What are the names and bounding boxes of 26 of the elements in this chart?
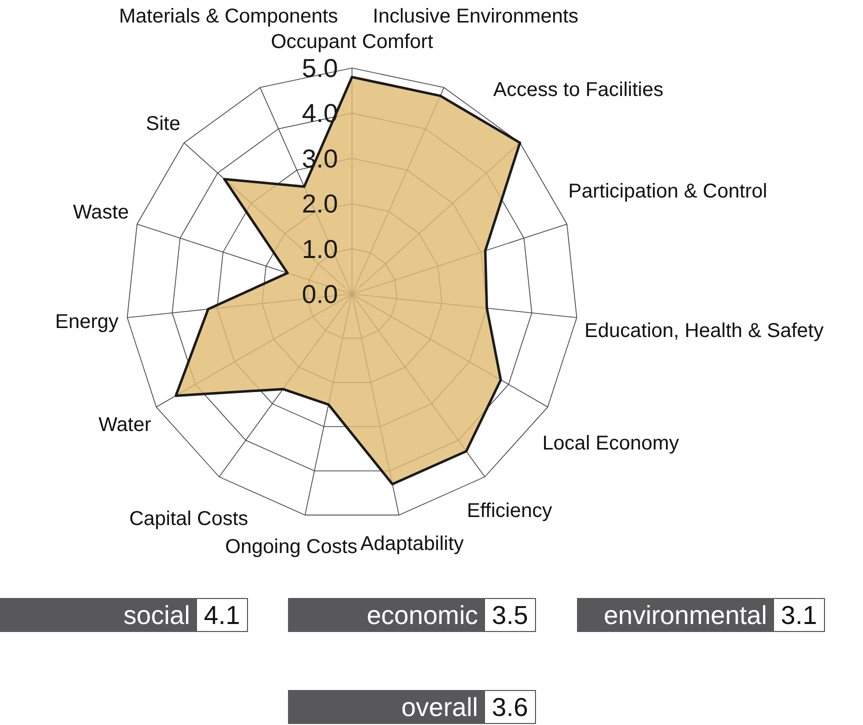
y-tick-label: 1.0 — [302, 234, 338, 264]
spoke-label: Access to Facilities — [493, 79, 664, 102]
spoke-label: Participation & Control — [568, 180, 768, 202]
category-label: overall — [288, 690, 484, 724]
spoke-label: Waste — [72, 201, 129, 224]
spoke-label: Adaptability — [360, 532, 464, 555]
y-tick-label: 0.0 — [302, 279, 338, 309]
spoke-label: Education, Health & Safety — [584, 320, 824, 342]
data-label: 3.6 — [484, 690, 536, 724]
spoke-label: Energy — [55, 310, 118, 333]
spoke-label: Site — [146, 112, 180, 135]
spoke-label: Water — [98, 414, 152, 436]
spoke-label: Materials & Components — [119, 6, 338, 28]
spoke-label: Local Economy — [542, 432, 680, 454]
spoke-label: Occupant Comfort — [270, 31, 434, 53]
spoke-label: Inclusive Environments — [372, 5, 578, 28]
category-label: economic — [288, 598, 484, 632]
spoke-label: Efficiency — [466, 500, 552, 522]
data-label: 3.1 — [773, 598, 825, 632]
spoke-label: Capital Costs — [129, 508, 248, 530]
category-label: social — [0, 598, 196, 632]
category-label: environmental — [577, 598, 773, 632]
spoke-label: Ongoing Costs — [225, 536, 358, 558]
data-label: 4.1 — [196, 598, 248, 632]
data-label: 3.5 — [484, 598, 536, 632]
y-tick-label: 2.0 — [302, 188, 338, 219]
